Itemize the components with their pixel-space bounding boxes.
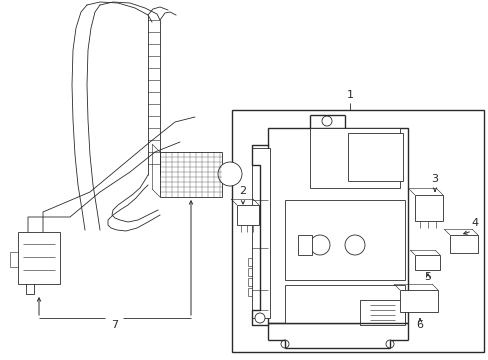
Bar (231, 110, 483, 352)
Circle shape (254, 313, 264, 323)
Circle shape (385, 340, 393, 348)
Bar (347, 133, 402, 181)
Bar (267, 128, 407, 323)
Text: 1: 1 (346, 90, 353, 100)
Bar (160, 152, 222, 197)
Bar (414, 195, 442, 221)
Bar (285, 285, 404, 323)
Text: 6: 6 (416, 320, 423, 330)
Bar (449, 235, 477, 253)
Circle shape (218, 162, 242, 186)
Text: 3: 3 (430, 174, 438, 184)
Bar (309, 128, 399, 188)
Bar (359, 300, 404, 325)
Circle shape (309, 235, 329, 255)
Bar (18, 232, 60, 284)
Circle shape (345, 235, 364, 255)
Text: 7: 7 (111, 320, 118, 330)
Text: 4: 4 (470, 218, 478, 228)
Bar (297, 235, 311, 255)
Text: 2: 2 (239, 186, 246, 196)
Circle shape (321, 116, 331, 126)
Bar (285, 200, 404, 280)
Bar (399, 290, 437, 312)
Bar (251, 148, 269, 318)
Bar (414, 255, 439, 270)
Bar (237, 205, 259, 225)
Text: 5: 5 (424, 272, 430, 282)
Circle shape (281, 340, 288, 348)
